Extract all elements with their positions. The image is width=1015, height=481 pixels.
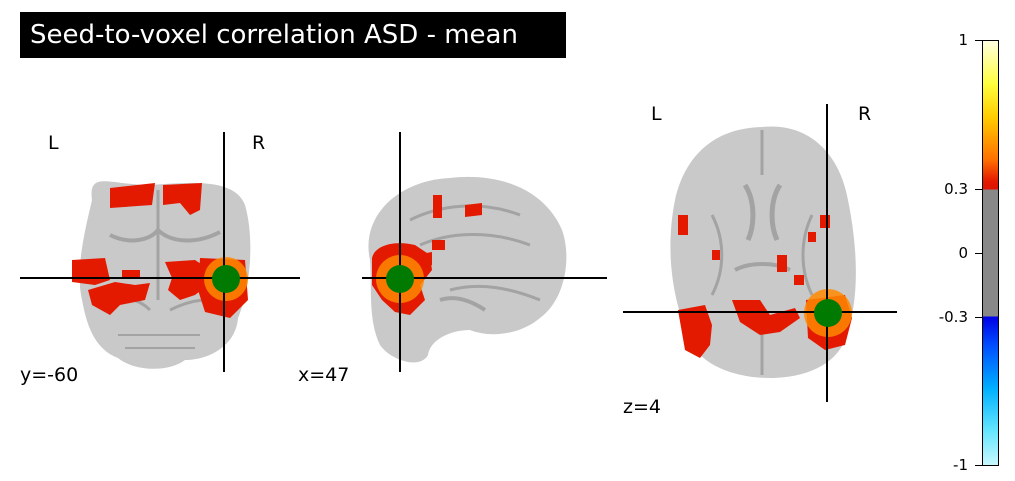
axial-seed <box>814 299 842 327</box>
colorbar-tick-zero: 0 <box>928 246 968 261</box>
colorbar-tick-max: 1 <box>928 33 968 48</box>
axial-slice <box>0 0 910 420</box>
colorbar-tick-neg-threshold: -0.3 <box>928 310 968 325</box>
axial-coord-label: z=4 <box>623 398 661 417</box>
colorbar-tick-pos-threshold: 0.3 <box>928 182 968 197</box>
colorbar-tick-min: -1 <box>928 458 968 473</box>
colorbar <box>982 40 999 466</box>
